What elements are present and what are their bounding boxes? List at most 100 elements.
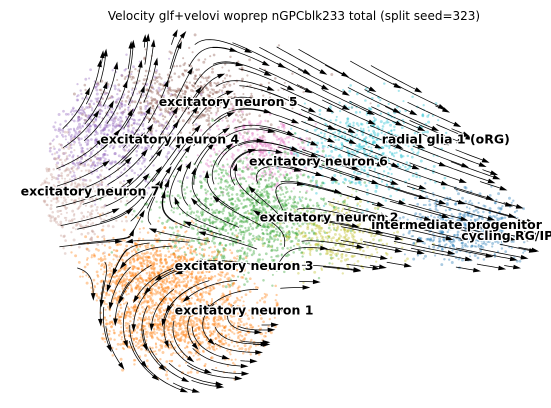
cell-point xyxy=(141,124,145,128)
cell-point xyxy=(250,172,254,176)
cell-point xyxy=(249,84,252,87)
cell-point xyxy=(233,105,236,108)
cell-point xyxy=(74,254,78,258)
cell-point xyxy=(56,214,60,218)
cell-point xyxy=(236,249,240,253)
cell-point xyxy=(348,153,351,157)
cell-point xyxy=(491,245,494,248)
cell-point xyxy=(116,78,119,82)
cell-point xyxy=(248,112,251,116)
cell-point xyxy=(136,248,140,251)
cell-point xyxy=(186,281,189,284)
cell-point xyxy=(399,153,403,157)
cell-point xyxy=(337,154,341,158)
cell-point xyxy=(70,198,73,201)
cell-point xyxy=(301,251,305,255)
cell-point xyxy=(356,204,359,207)
cell-point xyxy=(266,225,270,229)
cell-point xyxy=(390,129,393,133)
cell-point xyxy=(262,279,265,282)
cell-point xyxy=(222,147,225,150)
cell-point xyxy=(257,103,261,107)
cell-point xyxy=(367,106,371,110)
cell-point xyxy=(206,108,209,111)
cell-point xyxy=(342,245,346,248)
cell-point xyxy=(369,157,372,160)
cell-point xyxy=(125,275,128,278)
cell-point xyxy=(59,131,62,134)
cell-point xyxy=(208,82,212,86)
cell-point xyxy=(303,158,306,161)
cell-point xyxy=(186,86,189,89)
cell-point xyxy=(120,156,123,159)
cell-point xyxy=(64,135,67,138)
cell-point xyxy=(410,147,414,151)
cell-point xyxy=(162,97,166,100)
cell-point xyxy=(85,224,88,227)
cell-point xyxy=(212,88,215,92)
cell-point xyxy=(304,191,308,194)
cell-point xyxy=(346,230,349,234)
cell-point xyxy=(369,165,372,169)
cell-point xyxy=(307,175,310,178)
cell-point xyxy=(267,200,271,203)
cell-point xyxy=(139,101,142,105)
cell-point xyxy=(344,253,348,257)
cell-point xyxy=(364,136,368,139)
cell-point xyxy=(158,122,161,125)
cell-point xyxy=(55,165,59,168)
cell-point xyxy=(367,145,370,149)
cell-point xyxy=(272,225,275,229)
cell-point xyxy=(224,105,227,108)
cell-point xyxy=(135,154,138,157)
cell-point xyxy=(241,104,245,108)
cell-point xyxy=(292,231,295,234)
cell-point xyxy=(172,93,175,97)
cell-point xyxy=(91,221,95,225)
cell-point xyxy=(306,205,309,208)
cell-point xyxy=(138,91,141,95)
cell-point xyxy=(120,220,124,223)
cell-point xyxy=(450,213,453,216)
cell-point xyxy=(203,96,207,100)
cell-point xyxy=(95,82,99,86)
cell-point xyxy=(240,233,243,236)
cell-point xyxy=(179,237,182,241)
cell-point xyxy=(227,69,231,72)
cell-point xyxy=(255,190,258,194)
cell-point xyxy=(359,148,362,151)
cell-point xyxy=(98,108,102,112)
cell-point xyxy=(55,163,58,166)
cell-point xyxy=(373,167,377,170)
cell-point xyxy=(146,101,149,104)
cell-point xyxy=(319,131,323,135)
cell-point xyxy=(84,114,88,118)
cell-point xyxy=(276,167,279,170)
cell-point xyxy=(112,96,115,99)
cell-point xyxy=(386,145,389,148)
cell-point xyxy=(157,86,161,90)
cell-point xyxy=(64,206,67,209)
cell-point xyxy=(357,148,360,151)
cell-point xyxy=(174,115,178,118)
cell-point xyxy=(215,91,218,94)
cell-point xyxy=(177,89,180,92)
cell-point xyxy=(351,177,354,180)
cell-point xyxy=(440,263,444,267)
cell-point xyxy=(137,111,141,115)
cell-point xyxy=(137,118,140,122)
cell-point xyxy=(422,104,425,107)
cell-point xyxy=(307,175,310,179)
cell-point xyxy=(273,77,277,80)
cell-point xyxy=(273,238,277,241)
cell-point xyxy=(124,99,128,103)
cell-point xyxy=(138,118,142,121)
cell-point xyxy=(450,139,454,142)
cell-point xyxy=(77,94,80,97)
cell-point xyxy=(242,134,245,138)
cell-point xyxy=(179,96,183,100)
cell-point xyxy=(176,233,179,236)
cell-point xyxy=(183,251,186,254)
cell-point xyxy=(150,96,153,99)
cell-point xyxy=(182,74,185,77)
